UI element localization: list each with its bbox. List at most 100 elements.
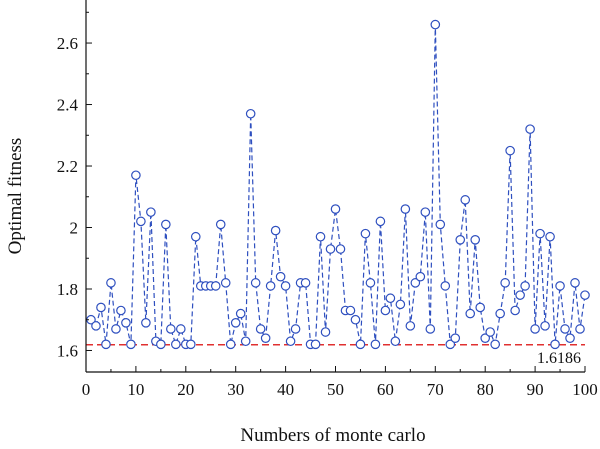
data-point — [240, 336, 251, 347]
data-point — [415, 271, 426, 282]
data-point — [360, 228, 371, 239]
data-point — [171, 339, 181, 350]
data-point — [465, 308, 476, 319]
data-point — [230, 318, 241, 328]
data-point — [131, 170, 141, 181]
data-point — [166, 324, 176, 334]
data-point — [485, 327, 495, 337]
data-point — [285, 336, 296, 347]
data-point — [156, 339, 166, 350]
x-tick-label: 30 — [227, 380, 244, 399]
data-point — [550, 339, 560, 350]
data-point — [365, 278, 376, 288]
data-point — [210, 281, 221, 291]
data-point — [330, 204, 341, 214]
x-tick-label: 100 — [572, 380, 598, 399]
data-point — [310, 339, 321, 350]
data-point — [370, 339, 381, 350]
reference-line-layer: 1.6186 — [86, 344, 585, 367]
data-point — [101, 339, 111, 350]
data-point — [345, 305, 356, 316]
series-line — [90, 24, 586, 347]
data-point — [570, 278, 580, 288]
data-point — [470, 235, 481, 245]
data-point — [106, 278, 116, 288]
data-point — [121, 318, 131, 328]
data-point — [530, 324, 540, 334]
data-point — [450, 333, 461, 343]
data-point — [380, 305, 391, 316]
data-point — [265, 281, 276, 291]
data-point — [400, 204, 411, 214]
data-point — [126, 339, 136, 350]
data-point — [460, 195, 471, 205]
data-point — [445, 339, 456, 350]
data-point — [325, 244, 336, 254]
y-tick-label: 1.6 — [57, 341, 78, 360]
data-point — [395, 299, 406, 310]
data-point — [565, 333, 575, 343]
data-point — [480, 333, 490, 343]
x-tick-label: 80 — [477, 380, 494, 399]
data-point — [410, 278, 421, 288]
data-point — [185, 339, 196, 350]
x-tick-label: 60 — [377, 380, 394, 399]
data-point — [535, 228, 545, 239]
data-point — [515, 290, 525, 300]
data-point — [390, 336, 401, 347]
y-tick-label: 2.2 — [57, 157, 78, 176]
data-point — [146, 207, 156, 217]
data-point — [375, 216, 386, 227]
data-point — [255, 324, 266, 334]
data-point — [430, 19, 441, 30]
data-point — [335, 244, 346, 254]
data-point — [290, 324, 301, 334]
data-point — [540, 321, 550, 331]
series-layer — [86, 19, 590, 350]
data-point — [320, 327, 331, 337]
x-tick-label: 40 — [277, 380, 294, 399]
data-point — [525, 124, 535, 134]
data-point — [555, 281, 565, 291]
data-point — [405, 321, 416, 331]
data-point — [215, 219, 226, 230]
data-point — [455, 235, 466, 245]
data-point — [176, 324, 186, 334]
data-point — [300, 278, 311, 288]
data-point — [190, 231, 201, 242]
x-tick-label: 0 — [82, 380, 91, 399]
y-tick-label: 1.8 — [57, 280, 78, 299]
data-point — [520, 281, 530, 291]
data-point — [260, 333, 271, 343]
x-tick-label: 70 — [427, 380, 444, 399]
data-point — [270, 225, 281, 236]
x-tick-label: 50 — [327, 380, 344, 399]
y-tick-label: 2.6 — [57, 34, 78, 53]
data-point — [560, 324, 570, 334]
axes-layer: 0 10 20 30 40 50 60 70 80 90 100 1.6 1.8 2 2.2 2.4 2.6 — [57, 0, 598, 399]
data-point — [355, 339, 366, 350]
data-point — [510, 305, 520, 316]
data-point — [275, 271, 286, 282]
y-tick-label: 2.4 — [57, 96, 79, 115]
data-point — [315, 231, 326, 242]
data-point — [96, 302, 106, 313]
data-point — [580, 290, 590, 300]
data-point — [385, 293, 396, 304]
data-point — [545, 231, 555, 242]
data-point — [350, 314, 361, 325]
data-point — [136, 216, 146, 227]
data-point — [505, 145, 515, 156]
reference-line-label: 1.6186 — [537, 350, 581, 367]
y-tick-label: 2 — [70, 219, 79, 238]
data-point — [141, 318, 151, 328]
data-point — [440, 281, 451, 291]
data-point — [235, 308, 246, 319]
x-tick-label: 10 — [127, 380, 144, 399]
data-point — [250, 278, 261, 288]
data-point — [420, 207, 431, 217]
data-point — [220, 278, 231, 288]
data-point — [161, 219, 171, 230]
